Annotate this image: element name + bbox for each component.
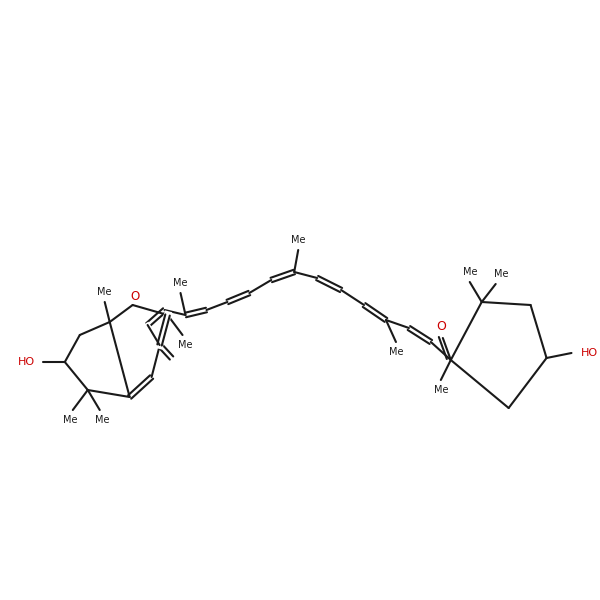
Text: O: O (130, 290, 139, 304)
Text: Me: Me (463, 267, 477, 277)
Text: Me: Me (389, 347, 403, 357)
Text: Me: Me (62, 415, 77, 425)
Text: HO: HO (581, 348, 598, 358)
Text: Me: Me (494, 269, 509, 279)
Text: Me: Me (173, 278, 188, 288)
Text: Me: Me (434, 385, 448, 395)
Text: O: O (436, 320, 446, 334)
Text: Me: Me (97, 287, 112, 297)
Text: Me: Me (178, 340, 193, 350)
Text: Me: Me (291, 235, 305, 245)
Text: Me: Me (95, 415, 110, 425)
Text: HO: HO (19, 357, 35, 367)
